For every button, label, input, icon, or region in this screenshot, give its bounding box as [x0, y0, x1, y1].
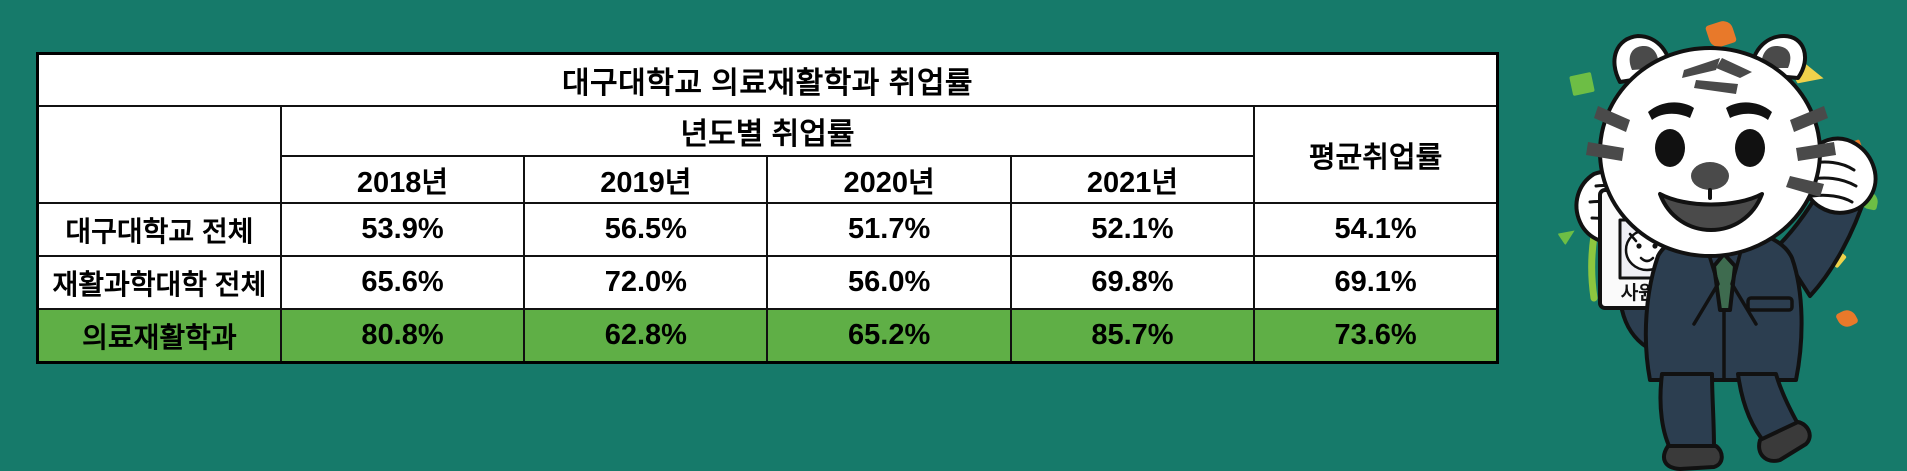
- row-label-department: 의료재활학과: [36, 308, 282, 364]
- header-year-2021: 2021년: [1009, 155, 1256, 204]
- left-eye: [1655, 129, 1685, 167]
- cell-department-2021: 85.7%: [1009, 308, 1256, 364]
- cell-college-total-2019: 72.0%: [523, 255, 769, 310]
- left-leg: [1658, 372, 1716, 454]
- right-eyebrow: [1726, 102, 1772, 120]
- cell-university-total-2021: 52.1%: [1009, 202, 1256, 257]
- forehead-stripes: [1682, 58, 1752, 94]
- employment-rate-table: 대구대학교 의료재활학과 취업률 년도별 취업률 평균취업률 2018년 201…: [36, 52, 1499, 364]
- cell-department-2019: 62.8%: [523, 308, 769, 364]
- nose: [1691, 162, 1729, 190]
- row-label-university-total: 대구대학교 전체: [36, 202, 282, 257]
- mouth: [1658, 192, 1764, 232]
- table-row: 재활과학대학 전체 65.6% 72.0% 56.0% 69.8% 69.1%: [36, 255, 1499, 310]
- cell-college-total-2018: 65.6%: [279, 255, 526, 310]
- cell-college-total-avg: 69.1%: [1253, 255, 1499, 310]
- left-shoe: [1662, 444, 1724, 471]
- corner-blank-cell: [36, 105, 282, 204]
- group-header-yearly-rate: 년도별 취업률: [279, 105, 1256, 157]
- left-eyebrow: [1648, 102, 1694, 120]
- cell-university-total-avg: 54.1%: [1253, 202, 1499, 257]
- cell-department-2020: 65.2%: [766, 308, 1012, 364]
- cell-college-total-2021: 69.8%: [1009, 255, 1256, 310]
- table-title-row: 대구대학교 의료재활학과 취업률: [36, 52, 1499, 107]
- cell-university-total-2019: 56.5%: [523, 202, 769, 257]
- header-year-2019: 2019년: [523, 155, 769, 204]
- header-average-rate: 평균취업률: [1253, 105, 1499, 204]
- row-label-college-total: 재활과학대학 전체: [36, 255, 282, 310]
- cell-department-2018: 80.8%: [279, 308, 526, 364]
- cell-college-total-2020: 56.0%: [766, 255, 1012, 310]
- table-row-highlighted: 의료재활학과 80.8% 62.8% 65.2% 85.7% 73.6%: [36, 308, 1499, 364]
- cell-department-avg: 73.6%: [1253, 308, 1499, 364]
- cheek-stripes: [1586, 106, 1836, 197]
- right-eye: [1735, 129, 1765, 167]
- table-year-header-row: 2018년 2019년 2020년 2021년: [38, 155, 1498, 204]
- header-year-2018: 2018년: [279, 155, 526, 204]
- white-tiger-mascot: 사원증: [1498, 8, 1907, 471]
- header-year-2020: 2020년: [766, 155, 1012, 204]
- table-group-header-row: 년도별 취업률 평균취업률: [36, 105, 1499, 204]
- right-shoe: [1757, 420, 1812, 463]
- table-row: 대구대학교 전체 53.9% 56.5% 51.7% 52.1% 54.1%: [36, 202, 1499, 257]
- suit-pocket: [1746, 296, 1794, 312]
- cell-university-total-2018: 53.9%: [279, 202, 526, 257]
- cell-university-total-2020: 51.7%: [766, 202, 1012, 257]
- page-title: 대구대학교 의료재활학과 취업률: [36, 52, 1499, 107]
- employment-rate-table-wrap: 대구대학교 의료재활학과 취업률 년도별 취업률 평균취업률 2018년 201…: [36, 52, 1499, 364]
